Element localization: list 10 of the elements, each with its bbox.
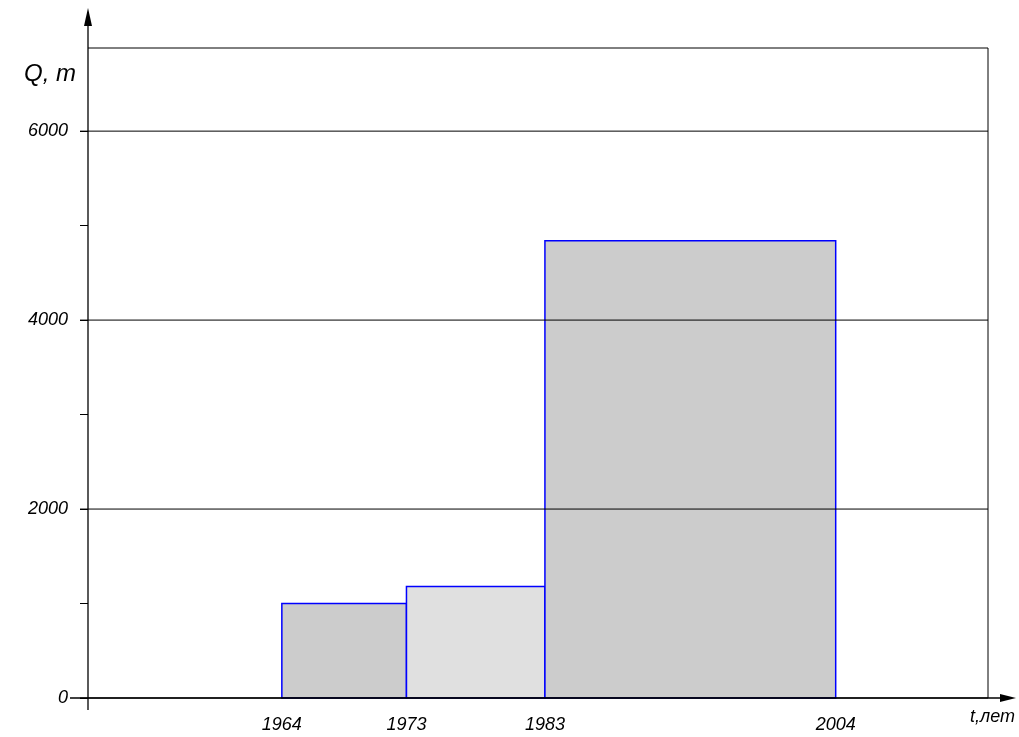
y-axis-title: Q, т bbox=[24, 58, 76, 86]
y-tick-label: 2000 bbox=[26, 498, 68, 519]
x-axis-title: t,лет bbox=[970, 706, 1015, 726]
y-tick-label: 4000 bbox=[27, 309, 68, 330]
x-tick-label: 1973 bbox=[386, 713, 427, 734]
y-tick-label: 0 bbox=[57, 687, 68, 707]
x-tick-label: 2004 bbox=[814, 713, 856, 734]
x-tick-label: 1983 bbox=[524, 713, 565, 734]
x-tick-label: 1964 bbox=[261, 713, 302, 734]
y-tick-label: 6000 bbox=[27, 120, 68, 141]
